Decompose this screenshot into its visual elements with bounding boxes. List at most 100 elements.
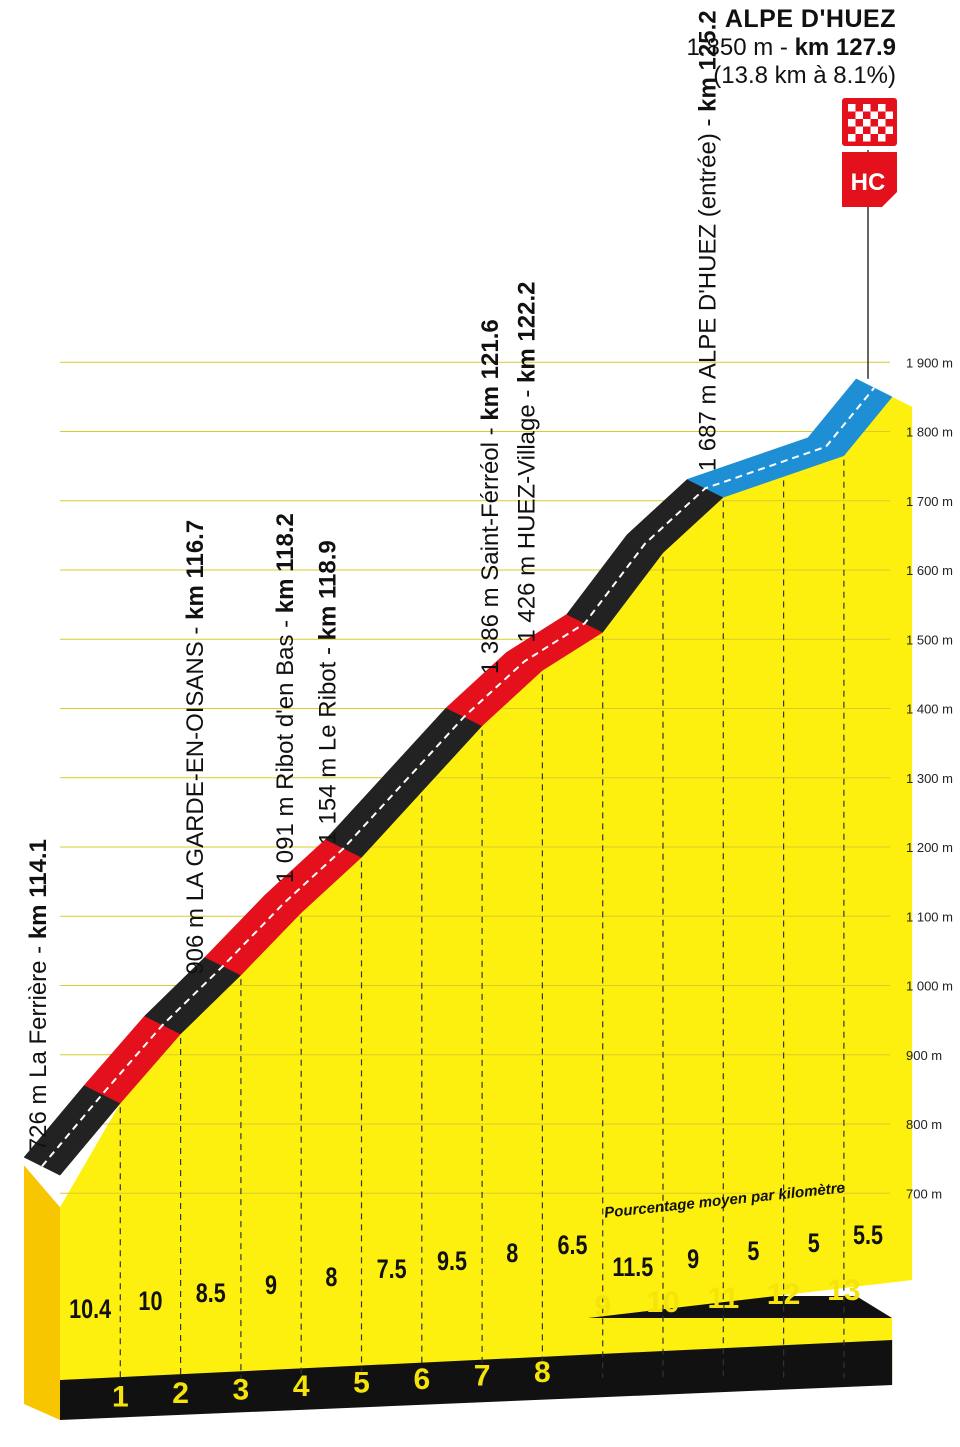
summit-stats: (13.8 km à 8.1%) xyxy=(713,62,896,89)
summit-separator: - xyxy=(773,34,795,61)
waypoint-altitude: 1 154 m Le Ribot xyxy=(314,661,341,844)
gradient-label: 5 xyxy=(747,1237,759,1267)
waypoint-label: 1 091 m Ribot d'en Bas - km 118.2 xyxy=(272,513,299,883)
flag-check xyxy=(870,126,878,134)
base-km-strip xyxy=(60,1340,893,1420)
km-label: 1 xyxy=(112,1381,129,1414)
summit-info: ALPE D'HUEZ 1 850 m - km 127.9 (13.8 km … xyxy=(687,4,896,90)
gradient-label: 5 xyxy=(808,1229,820,1259)
waypoint-label: 726 m La Ferrière - km 114.1 xyxy=(25,839,52,1151)
y-tick-label: 1 600 m xyxy=(906,563,953,578)
waypoint-label: 1 154 m Le Ribot - km 118.9 xyxy=(314,540,341,844)
y-tick-label: 1 200 m xyxy=(906,840,953,855)
flag-check xyxy=(878,134,886,142)
km-label: 9 xyxy=(594,1290,611,1323)
y-tick-label: 1 300 m xyxy=(906,771,953,786)
km-label: 3 xyxy=(233,1374,250,1407)
gradient-label: 9 xyxy=(265,1271,277,1301)
waypoint-separator: - xyxy=(182,620,209,641)
gradient-label: 6.5 xyxy=(558,1231,588,1261)
km-label: 7 xyxy=(474,1360,491,1393)
gradient-label: 7.5 xyxy=(377,1255,407,1285)
summit-altitude-km: 1 850 m - km 127.9 xyxy=(687,34,896,62)
km-label: 6 xyxy=(413,1363,430,1396)
waypoint-separator: - xyxy=(694,112,721,133)
waypoint-km: km 118.2 xyxy=(272,513,299,613)
km-label: 4 xyxy=(293,1370,310,1403)
waypoint-altitude: 906 m LA GARDE-EN-OISANS xyxy=(182,641,209,974)
y-tick-label: 1 100 m xyxy=(906,909,953,924)
flag-check xyxy=(848,119,856,127)
km-label: 13 xyxy=(827,1274,860,1307)
waypoint-label: 1 386 m Saint-Férréol - km 121.6 xyxy=(477,319,504,674)
waypoint-separator: - xyxy=(477,421,504,442)
ridge-centerline xyxy=(41,387,875,1167)
flag-check xyxy=(863,134,871,142)
profile-end-cap xyxy=(24,1165,60,1420)
y-tick-label: 1 500 m xyxy=(906,632,953,647)
y-axis: 700 m 800 m 900 m 1 000 m 1 100 m 1 200 m 1 30… xyxy=(906,355,953,1201)
waypoint-km: km 121.6 xyxy=(477,319,504,420)
gradient-label: 5.5 xyxy=(853,1221,883,1251)
y-tick-label: 1 700 m xyxy=(906,494,953,509)
summit-flag: HC xyxy=(842,98,897,379)
waypoint-separator: - xyxy=(513,383,540,404)
summit-km: km 127.9 xyxy=(794,34,896,61)
profile-grid xyxy=(60,361,890,1378)
waypoint-separator: - xyxy=(25,939,52,960)
hc-badge-label: HC xyxy=(851,169,886,196)
waypoint-altitude: 1 426 m HUEZ-Village xyxy=(513,404,540,642)
flag-check xyxy=(878,119,886,127)
km-label: 8 xyxy=(534,1356,551,1389)
summit-altitude: 1 850 m xyxy=(686,34,774,61)
hc-badge-bg xyxy=(842,152,897,207)
flag-check xyxy=(878,104,886,112)
waypoint-km: km 118.9 xyxy=(314,540,341,640)
gradient-label: 8 xyxy=(506,1239,518,1269)
km-label: 12 xyxy=(767,1278,800,1311)
flag-check xyxy=(863,104,871,112)
gradient-label: 9.5 xyxy=(437,1247,467,1277)
profile-face xyxy=(60,396,913,1380)
waypoint-km: km 125.2 xyxy=(694,10,721,111)
checkered-flag xyxy=(842,98,897,146)
y-tick-label: 1 400 m xyxy=(906,702,953,717)
waypoint-label: 1 426 m HUEZ-Village - km 122.2 xyxy=(513,282,540,643)
waypoint-altitude: 726 m La Ferrière xyxy=(25,960,52,1151)
y-tick-label: 900 m xyxy=(906,1048,942,1063)
summit-name: ALPE D'HUEZ xyxy=(724,5,896,33)
profile-fill xyxy=(24,396,913,1420)
waypoint-km: km 116.7 xyxy=(182,520,209,620)
waypoint-altitude: 1 091 m Ribot d'en Bas xyxy=(272,635,299,884)
waypoint-altitude: 1 687 m ALPE D'HUEZ (entrée) xyxy=(694,133,721,471)
waypoint-altitude: 1 386 m Saint-Férréol xyxy=(477,442,504,674)
waypoint-km: km 122.2 xyxy=(513,282,540,383)
y-tick-label: 1 900 m xyxy=(906,355,953,370)
flag-check xyxy=(848,134,856,142)
hc-badge: HC xyxy=(842,152,897,207)
profile-ridge xyxy=(23,378,893,1176)
flag-check xyxy=(855,126,863,134)
flag-check xyxy=(885,126,893,134)
flag-check xyxy=(885,111,893,119)
flag-check xyxy=(863,119,871,127)
gradient-label: 10 xyxy=(138,1287,162,1317)
gradient-label: 8.5 xyxy=(196,1279,226,1309)
y-tick-label: 700 m xyxy=(906,1186,942,1201)
waypoint-separator: - xyxy=(272,613,299,634)
y-tick-label: 800 m xyxy=(906,1117,942,1132)
y-tick-label: 1 000 m xyxy=(906,979,953,994)
km-label: 5 xyxy=(353,1367,370,1400)
gradient-label: 9 xyxy=(687,1245,699,1275)
gradient-label: 11.5 xyxy=(612,1253,653,1283)
km-label: 2 xyxy=(172,1377,189,1410)
km-label: 10 xyxy=(646,1286,679,1319)
waypoint-label: 906 m LA GARDE-EN-OISANS - km 116.7 xyxy=(182,520,209,975)
waypoint-km: km 114.1 xyxy=(25,839,52,939)
gradient-label: 8 xyxy=(325,1263,337,1293)
flag-check xyxy=(855,111,863,119)
km-label: 11 xyxy=(707,1282,739,1315)
waypoint-labels: 726 m La Ferrière - km 114.1 906 m LA GAR… xyxy=(25,10,721,1151)
waypoint-label: 1 687 m ALPE D'HUEZ (entrée) - km 125.2 xyxy=(694,10,721,471)
